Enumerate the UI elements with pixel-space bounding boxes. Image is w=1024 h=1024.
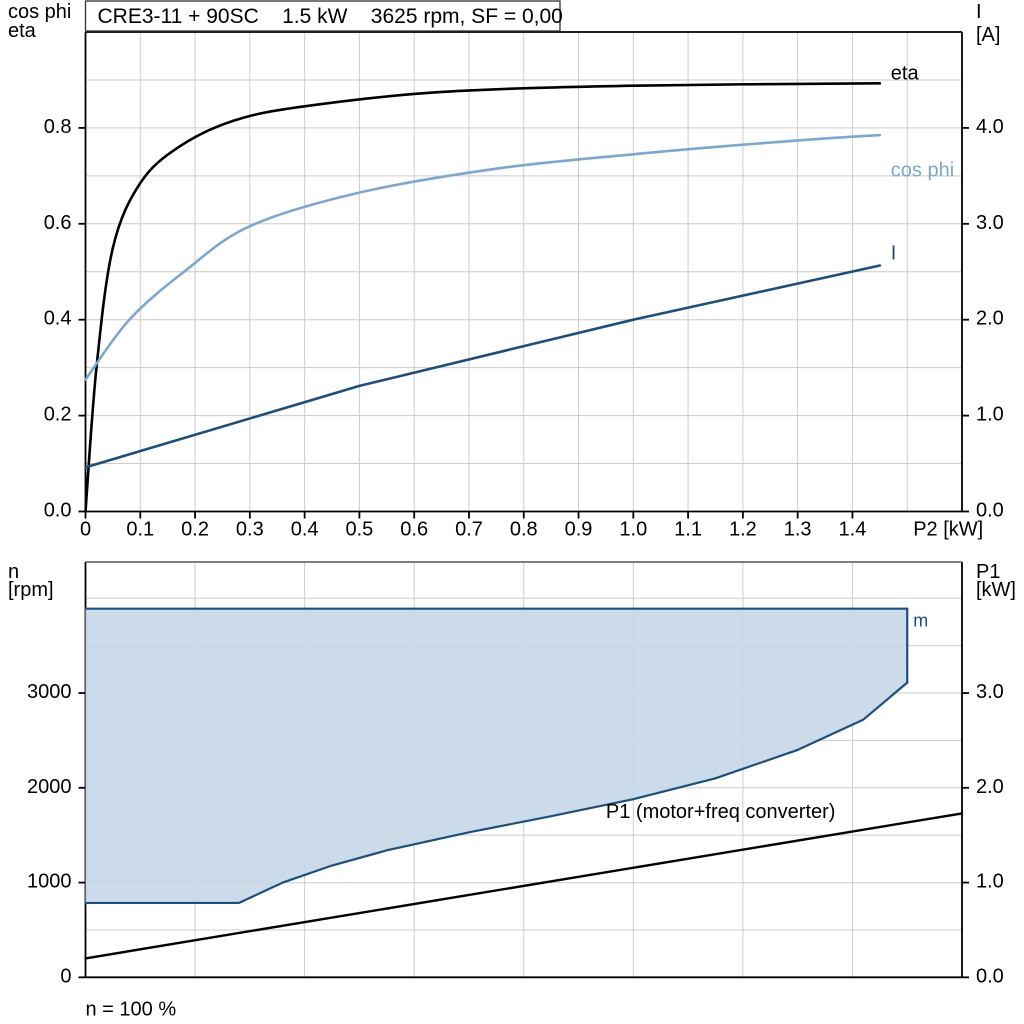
svg-text:4.0: 4.0 (976, 116, 1004, 138)
svg-text:I: I (976, 1, 982, 23)
svg-text:2.0: 2.0 (976, 308, 1004, 330)
svg-text:0.8: 0.8 (510, 519, 538, 541)
svg-text:0.1: 0.1 (126, 519, 154, 541)
svg-text:0.3: 0.3 (236, 519, 264, 541)
svg-text:n = 100 %: n = 100 % (86, 998, 177, 1020)
svg-text:1.0: 1.0 (976, 871, 1004, 893)
svg-text:1.3: 1.3 (784, 519, 812, 541)
svg-text:0.4: 0.4 (44, 308, 72, 330)
svg-text:1000: 1000 (27, 871, 72, 893)
svg-text:0.4: 0.4 (291, 519, 319, 541)
svg-text:3.0: 3.0 (976, 212, 1004, 234)
svg-text:2000: 2000 (27, 776, 72, 798)
svg-text:0.7: 0.7 (455, 519, 483, 541)
svg-text:[A]: [A] (976, 24, 1000, 46)
svg-text:0.6: 0.6 (44, 212, 72, 234)
svg-text:0.6: 0.6 (400, 519, 428, 541)
svg-text:0.0: 0.0 (44, 500, 72, 522)
svg-text:2.0: 2.0 (976, 776, 1004, 798)
svg-text:CRE3-11 + 90SC 1.5 kW 36: CRE3-11 + 90SC 1.5 kW 3625 rpm, SF = 0,0… (98, 5, 563, 28)
svg-text:3000: 3000 (27, 681, 72, 703)
svg-text:1.0: 1.0 (619, 519, 647, 541)
svg-text:0.2: 0.2 (181, 519, 209, 541)
svg-text:1.0: 1.0 (976, 404, 1004, 426)
svg-text:m: m (913, 611, 928, 631)
svg-text:1.2: 1.2 (729, 519, 757, 541)
svg-text:eta: eta (8, 20, 37, 42)
svg-text:3.0: 3.0 (976, 681, 1004, 703)
svg-text:cos phi: cos phi (891, 159, 954, 181)
svg-text:P1 (motor+freq converter): P1 (motor+freq converter) (606, 801, 836, 823)
svg-text:0: 0 (60, 965, 71, 987)
svg-text:0.9: 0.9 (565, 519, 593, 541)
svg-text:0: 0 (80, 519, 91, 541)
svg-text:0.0: 0.0 (976, 500, 1004, 522)
svg-text:1.4: 1.4 (839, 519, 867, 541)
svg-text:I: I (891, 243, 897, 265)
svg-text:0.8: 0.8 (44, 116, 72, 138)
svg-text:[kW]: [kW] (976, 579, 1016, 601)
svg-text:[rpm]: [rpm] (8, 579, 54, 601)
svg-text:P2 [kW]: P2 [kW] (913, 519, 983, 541)
svg-text:0.0: 0.0 (976, 965, 1004, 987)
svg-text:0.2: 0.2 (44, 404, 72, 426)
svg-text:eta: eta (891, 62, 920, 84)
svg-text:1.1: 1.1 (674, 519, 702, 541)
svg-text:0.5: 0.5 (346, 519, 374, 541)
